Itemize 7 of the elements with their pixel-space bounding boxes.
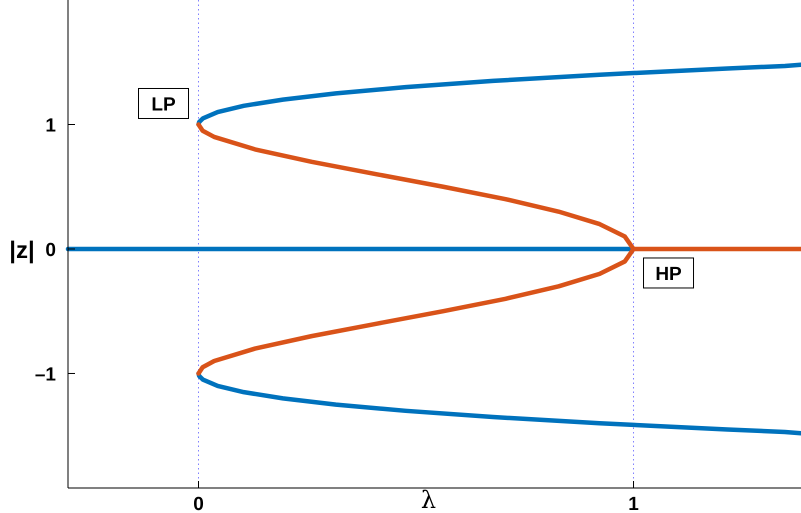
annotation: HP (655, 264, 682, 285)
y-axis-title: |z| (9, 236, 35, 264)
y-tick-label: –1 (34, 364, 56, 386)
annotation: LP (151, 94, 176, 116)
y-tick-label: 0 (45, 240, 56, 261)
x-axis-title: λ (420, 486, 436, 513)
y-tick-label: 1 (45, 115, 56, 136)
